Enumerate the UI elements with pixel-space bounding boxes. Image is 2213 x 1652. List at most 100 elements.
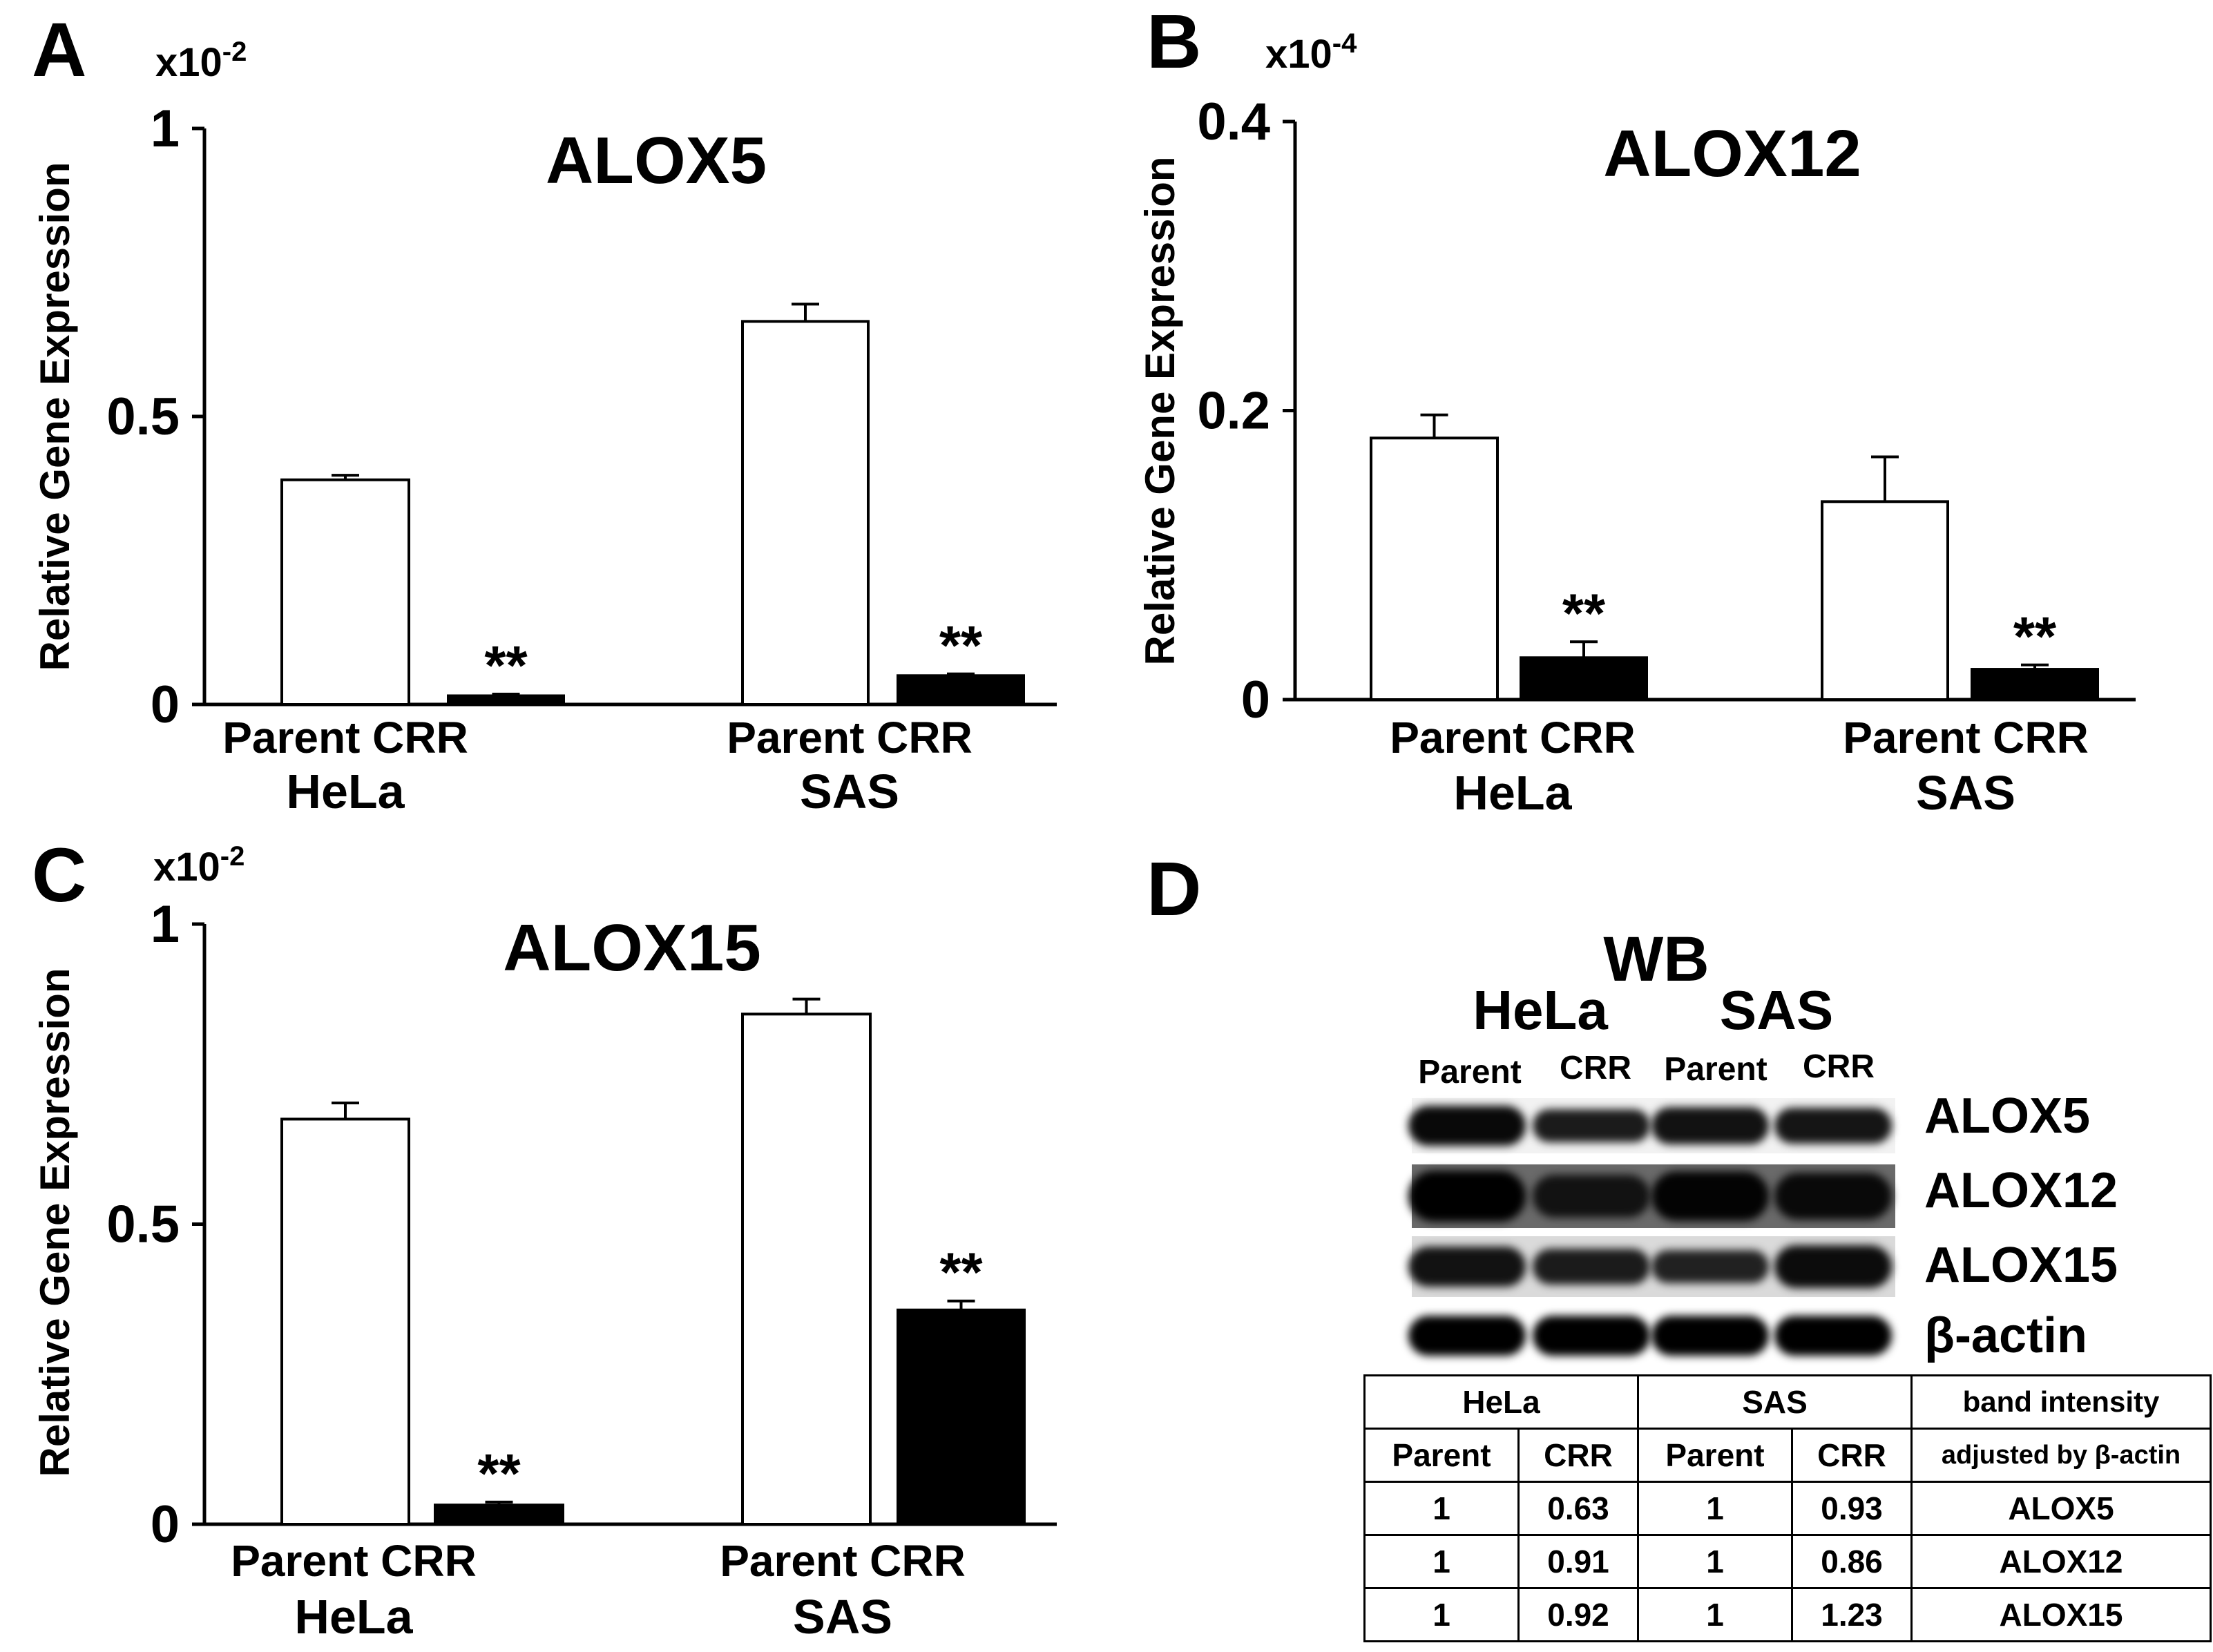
significance-marker: ** — [939, 1242, 983, 1303]
wb-blot-label: β-actin — [1924, 1308, 2087, 1363]
y-tick-label: 0.2 — [1197, 382, 1270, 441]
y-tick-label: 0.5 — [106, 1195, 180, 1254]
significance-marker: ** — [2013, 606, 2057, 667]
significance-marker: ** — [477, 1443, 521, 1504]
table-cell: ALOX15 — [1910, 1587, 2212, 1642]
table-row: 1 0.92 1 1.23 ALOX15 — [1363, 1587, 2212, 1642]
chart-title: ALOX5 — [546, 124, 767, 198]
table-cell: 1.23 — [1791, 1587, 1913, 1642]
table-cell: 1 — [1637, 1587, 1793, 1642]
blot-strip-1 — [1408, 1164, 1895, 1228]
chart-title: ALOX15 — [503, 911, 760, 985]
table-header-cell: band intensity — [1910, 1374, 2212, 1430]
wb-blot-label: ALOX5 — [1924, 1088, 2090, 1144]
x-group-label: HeLa — [1453, 766, 1572, 820]
y-tick-label: 0 — [1241, 671, 1270, 729]
bar-sas-crr — [897, 1308, 1026, 1526]
table-header-cell: HeLa — [1363, 1374, 1639, 1430]
blot-band — [1533, 1109, 1650, 1142]
table-header-cell: Parent — [1637, 1428, 1793, 1483]
blot-band — [1774, 1173, 1892, 1220]
y-tick-label: 0 — [151, 675, 180, 734]
blot-band — [1533, 1248, 1650, 1285]
y-tick-label: 0 — [151, 1495, 180, 1554]
x-group-label: SAS — [793, 1590, 892, 1644]
wb-lane-label: Parent — [1664, 1051, 1767, 1088]
x-category-labels: Parent CRR — [231, 1536, 477, 1586]
blot-band — [1408, 1105, 1526, 1146]
table-row: 1 0.63 1 0.93 ALOX5 — [1363, 1481, 2212, 1536]
y-axis-label: Relative Gene Expression — [32, 162, 78, 671]
table-cell: 1 — [1637, 1481, 1793, 1536]
table-cell: ALOX5 — [1910, 1481, 2212, 1536]
table-cell: ALOX12 — [1910, 1534, 2212, 1589]
bar-hela-parent — [280, 1117, 410, 1526]
x-category-labels: Parent CRR — [720, 1536, 966, 1586]
chart-title: ALOX12 — [1603, 117, 1861, 191]
table-cell: 0.93 — [1791, 1481, 1913, 1536]
wb-blot-label: ALOX12 — [1924, 1163, 2118, 1218]
y-tick-label: 0.4 — [1197, 93, 1270, 151]
bar-hela-parent — [1370, 436, 1499, 701]
table-header-cell: adjusted by β-actin — [1910, 1428, 2212, 1483]
panel-letter: A — [32, 8, 86, 93]
wb-blot-label: ALOX15 — [1924, 1238, 2118, 1293]
panel-d-letter: D — [1147, 847, 1201, 932]
x-category-labels: Parent CRR — [1843, 713, 2089, 762]
bar-sas-parent — [741, 1012, 872, 1526]
x-group-label: SAS — [1916, 766, 2015, 820]
x-category-labels: Parent CRR — [1390, 713, 1636, 762]
blot-band — [1533, 1175, 1650, 1218]
wb-cell-line-sas: SAS — [1720, 979, 1834, 1041]
y-axis-label: Relative Gene Expression — [32, 968, 78, 1477]
table-header-cell: Parent — [1363, 1428, 1520, 1483]
western-blot — [1408, 1098, 1895, 1361]
blot-strip-3 — [1408, 1311, 1895, 1361]
x-group-label: SAS — [800, 765, 899, 818]
y-tick-label: 0.5 — [106, 387, 180, 446]
x-group-label: HeLa — [286, 765, 405, 818]
table-header-cell: CRR — [1517, 1428, 1639, 1483]
significance-marker: ** — [1562, 582, 1606, 644]
blot-band — [1533, 1316, 1650, 1356]
table-row: 1 0.91 1 0.86 ALOX12 — [1363, 1534, 2212, 1589]
blot-band — [1651, 1171, 1769, 1221]
blot-band — [1651, 1249, 1769, 1284]
y-scale-multiplier: x10-2 — [155, 37, 247, 85]
bar-sas-parent — [741, 320, 870, 706]
significance-marker: ** — [939, 615, 983, 676]
y-scale-multiplier: x10-2 — [153, 841, 245, 890]
y-axis-label: Relative Gene Expression — [1137, 157, 1183, 666]
table-header-cell: CRR — [1791, 1428, 1913, 1483]
table-cell: 0.92 — [1517, 1587, 1639, 1642]
blot-strip-0 — [1408, 1098, 1895, 1153]
table-cell: 1 — [1637, 1534, 1793, 1589]
wb-cell-line-hela: HeLa — [1473, 979, 1608, 1041]
table-cell: 0.86 — [1791, 1534, 1913, 1589]
x-category-labels: Parent CRR — [727, 713, 973, 762]
table-header-cell: SAS — [1637, 1374, 1913, 1430]
blot-band — [1774, 1245, 1892, 1289]
table-cell: 1 — [1363, 1534, 1520, 1589]
table-cell: 0.63 — [1517, 1481, 1639, 1536]
table-cell: 0.91 — [1517, 1534, 1639, 1589]
y-scale-multiplier: x10-4 — [1265, 28, 1357, 77]
y-tick-label: 1 — [151, 895, 180, 954]
blot-band — [1774, 1108, 1892, 1144]
blot-band — [1774, 1316, 1892, 1356]
blot-band — [1408, 1171, 1526, 1222]
wb-lane-label: CRR — [1803, 1048, 1875, 1085]
y-tick-label: 1 — [151, 99, 180, 158]
wb-lane-label: CRR — [1560, 1050, 1631, 1086]
panel-letter: B — [1147, 0, 1201, 84]
table-header-row: Parent CRR Parent CRR adjusted by β-acti… — [1363, 1428, 2212, 1483]
table-cell: 1 — [1363, 1587, 1520, 1642]
blot-band — [1651, 1316, 1769, 1356]
blot-band — [1408, 1246, 1526, 1287]
wb-title: WB — [1603, 924, 1709, 995]
panel-letter: C — [32, 833, 86, 918]
significance-marker: ** — [484, 635, 528, 696]
bar-hela-crr — [1520, 656, 1648, 702]
